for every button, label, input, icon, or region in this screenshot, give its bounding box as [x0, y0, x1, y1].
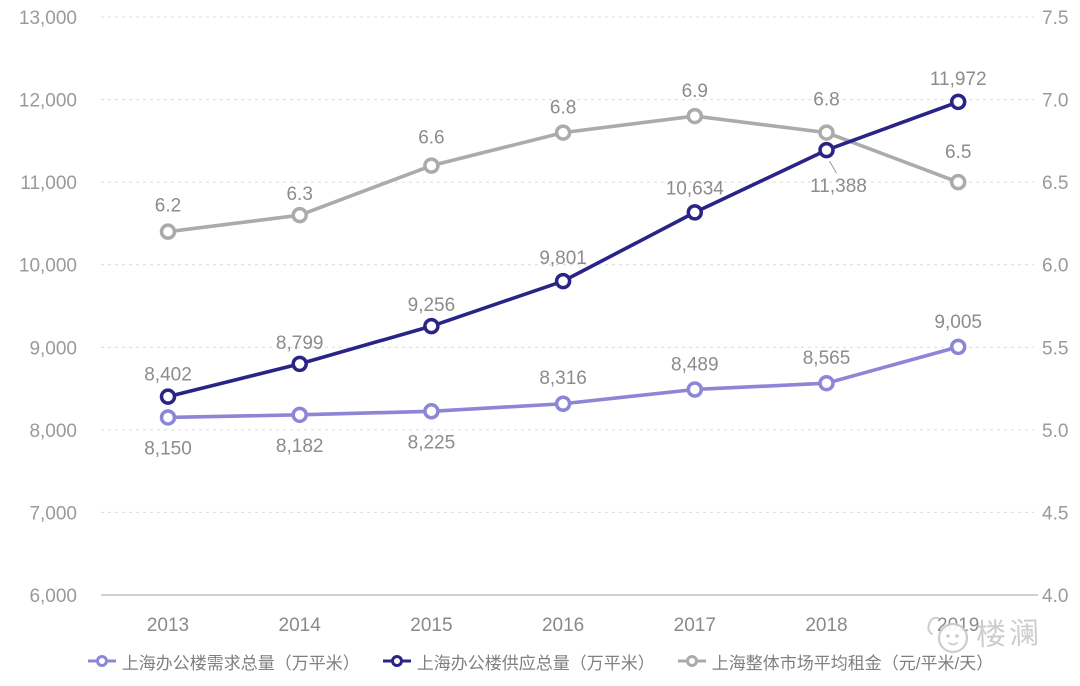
- data-point-demand: [423, 403, 440, 420]
- data-point-supply: [949, 93, 967, 111]
- data-label-rent: 6.6: [418, 128, 444, 149]
- data-label-supply: 8,799: [276, 333, 324, 354]
- data-label-supply: 11,388: [810, 176, 867, 197]
- data-label-demand: 8,565: [803, 348, 851, 369]
- data-point-supply: [686, 204, 704, 221]
- data-label-demand: 9,005: [934, 312, 982, 333]
- data-label-rent: 6.8: [550, 98, 576, 119]
- data-label-rent: 6.2: [155, 196, 181, 217]
- x-axis-label: 2019: [937, 615, 979, 636]
- legend-item-demand[interactable]: 上海办公楼需求总量（万平米）: [87, 649, 360, 674]
- label-leader-line: [829, 160, 837, 174]
- data-point-demand: [818, 374, 835, 392]
- x-axis-label: 2013: [147, 615, 189, 636]
- x-axis-label: 2017: [674, 615, 716, 636]
- data-point-demand: [554, 395, 572, 413]
- left-axis-tick: 7,000: [29, 503, 77, 524]
- right-axis-tick: 7.5: [1042, 8, 1068, 29]
- data-label-supply: 9,256: [408, 295, 456, 316]
- data-point-demand: [159, 409, 177, 426]
- left-axis-tick: 9,000: [29, 338, 77, 359]
- data-label-supply: 11,972: [930, 69, 987, 90]
- data-point-rent: [949, 173, 967, 191]
- data-point-supply: [291, 355, 308, 373]
- x-axis-label: 2018: [805, 615, 847, 636]
- x-axis-label: 2014: [279, 615, 322, 636]
- right-axis-tick: 4.5: [1042, 503, 1068, 524]
- data-point-rent: [686, 107, 704, 125]
- left-axis-tick: 13,000: [19, 8, 77, 29]
- legend-label-supply: 上海办公楼供应总量（万平米）: [416, 653, 655, 673]
- legend-label-demand: 上海办公楼需求总量（万平米）: [121, 653, 360, 673]
- right-axis-tick: 5.0: [1042, 421, 1068, 442]
- data-label-demand: 8,489: [671, 354, 719, 375]
- data-label-demand: 8,316: [539, 368, 587, 389]
- data-point-supply: [423, 317, 440, 335]
- legend-label-rent: 上海整体市场平均租金（元/平米/天）: [711, 653, 994, 673]
- data-label-supply: 10,634: [666, 178, 725, 199]
- data-label-demand: 8,225: [408, 432, 456, 453]
- right-axis-tick: 7.0: [1042, 91, 1068, 112]
- legend-item-rent[interactable]: 上海整体市场平均租金（元/平米/天）: [677, 649, 993, 674]
- data-label-demand: 8,150: [144, 438, 192, 459]
- x-axis-label: 2016: [542, 615, 584, 636]
- data-label-supply: 8,402: [144, 365, 192, 386]
- left-axis-tick: 6,000: [29, 586, 77, 607]
- left-axis-tick: 11,000: [20, 173, 77, 194]
- data-label-rent: 6.3: [286, 184, 312, 205]
- left-axis-tick: 10,000: [19, 256, 77, 277]
- legend-marker-rent: [677, 655, 706, 667]
- data-label-rent: 6.8: [813, 90, 839, 111]
- right-axis-tick: 6.0: [1042, 256, 1068, 277]
- data-point-supply: [159, 388, 177, 405]
- left-axis-tick: 12,000: [19, 91, 77, 112]
- data-point-demand: [291, 406, 308, 424]
- data-point-supply: [818, 141, 835, 159]
- left-axis-tick: 8,000: [29, 421, 77, 442]
- data-point-rent: [291, 206, 308, 224]
- data-point-supply: [554, 272, 572, 290]
- data-point-rent: [818, 124, 835, 141]
- data-point-demand: [949, 338, 967, 356]
- chart-legend: 上海办公楼需求总量（万平米） 上海办公楼供应总量（万平米） 上海整体市场平均租金…: [0, 646, 1080, 676]
- data-point-demand: [686, 381, 704, 398]
- legend-marker-demand: [87, 655, 116, 667]
- legend-item-supply[interactable]: 上海办公楼供应总量（万平米）: [382, 649, 655, 674]
- right-axis-tick: 6.5: [1042, 173, 1068, 194]
- data-label-rent: 6.5: [945, 142, 971, 163]
- legend-marker-supply: [382, 655, 411, 667]
- data-point-rent: [423, 157, 440, 174]
- data-point-rent: [159, 223, 177, 240]
- right-axis-tick: 5.5: [1042, 338, 1068, 359]
- data-label-demand: 8,182: [276, 436, 324, 457]
- data-label-rent: 6.9: [682, 81, 708, 102]
- data-label-supply: 9,801: [539, 248, 587, 269]
- x-axis-label: 2015: [410, 615, 452, 636]
- right-axis-tick: 4.0: [1042, 586, 1068, 607]
- data-point-rent: [554, 124, 572, 141]
